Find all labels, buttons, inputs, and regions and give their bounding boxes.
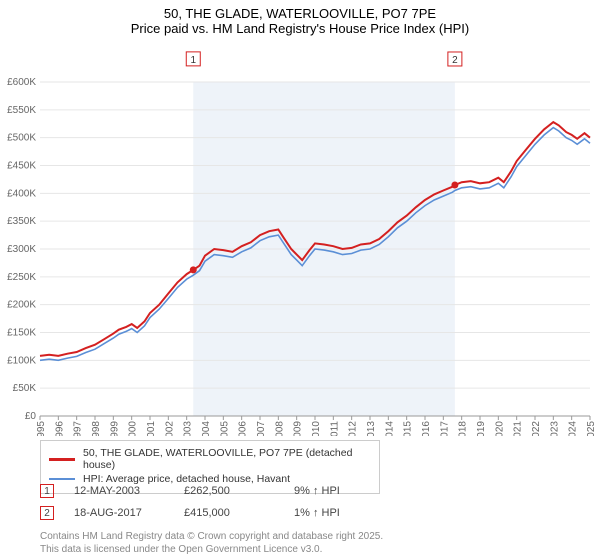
credit-text: Contains HM Land Registry data © Crown c…: [40, 531, 383, 556]
legend-swatch: [49, 478, 75, 480]
x-tick-label: 2016: [421, 421, 432, 436]
price-chart: £0 £50K £100K £150K £200K £250K £300K £350K £400…: [0, 36, 600, 436]
x-tick-label: 2006: [238, 421, 249, 436]
sale-marker-dot: [451, 181, 458, 188]
x-tick-label: 1995: [36, 421, 47, 436]
x-tick-label: 2012: [348, 421, 359, 436]
sale-price: £262,500: [184, 485, 294, 497]
sale-price: £415,000: [184, 507, 294, 519]
sale-date: 12-MAY-2003: [74, 485, 184, 497]
sale-marker-index: 1: [40, 484, 54, 498]
y-tick-label: £50K: [13, 383, 37, 394]
y-tick-label: £250K: [7, 272, 36, 283]
x-tick-label: 2013: [366, 421, 377, 436]
x-tick-label: 2002: [164, 421, 175, 436]
y-tick-label: £600K: [7, 77, 36, 88]
x-tick-label: 1999: [109, 421, 120, 436]
y-tick-label: £300K: [7, 244, 36, 255]
x-tick-label: 2001: [146, 421, 157, 436]
title-block: 50, THE GLADE, WATERLOOVILLE, PO7 7PE Pr…: [0, 0, 600, 36]
x-tick-label: 2011: [329, 421, 340, 436]
legend-item: 50, THE GLADE, WATERLOOVILLE, PO7 7PE (d…: [49, 447, 371, 471]
x-tick-label: 2020: [494, 421, 505, 436]
y-tick-label: £150K: [7, 328, 36, 339]
credit-line2: This data is licensed under the Open Gov…: [40, 544, 383, 557]
x-tick-label: 2022: [531, 421, 542, 436]
x-tick-label: 1996: [54, 421, 65, 436]
x-tick-label: 2010: [311, 421, 322, 436]
x-tick-label: 2004: [201, 421, 212, 436]
x-tick-label: 2015: [403, 421, 414, 436]
x-tick-label: 2019: [476, 421, 487, 436]
y-tick-label: £450K: [7, 161, 36, 172]
y-tick-label: £0: [25, 411, 37, 422]
sale-marker-dot: [190, 266, 197, 273]
x-tick-label: 2023: [549, 421, 560, 436]
title-line2: Price paid vs. HM Land Registry's House …: [0, 21, 600, 36]
chart-container: 50, THE GLADE, WATERLOOVILLE, PO7 7PE Pr…: [0, 0, 600, 560]
x-tick-label: 2007: [256, 421, 267, 436]
sale-diff: 1% ↑ HPI: [294, 507, 384, 519]
legend-swatch: [49, 458, 75, 461]
y-tick-label: £100K: [7, 355, 36, 366]
sale-diff: 9% ↑ HPI: [294, 485, 384, 497]
y-tick-label: £350K: [7, 216, 36, 227]
x-tick-label: 2000: [128, 421, 139, 436]
sale-marker-label: 2: [452, 55, 458, 66]
x-tick-label: 2009: [293, 421, 304, 436]
x-tick-label: 2014: [384, 421, 395, 436]
y-tick-label: £400K: [7, 188, 36, 199]
x-tick-label: 1998: [91, 421, 102, 436]
x-tick-label: 2017: [439, 421, 450, 436]
sale-marker-index: 2: [40, 506, 54, 520]
y-tick-label: £500K: [7, 133, 36, 144]
sale-row: 1 12-MAY-2003£262,5009% ↑ HPI: [40, 484, 384, 498]
credit-line1: Contains HM Land Registry data © Crown c…: [40, 531, 383, 544]
x-tick-label: 2008: [274, 421, 285, 436]
sale-date: 18-AUG-2017: [74, 507, 184, 519]
x-tick-label: 2021: [513, 421, 524, 436]
x-tick-label: 2005: [219, 421, 230, 436]
x-tick-label: 2025: [586, 421, 597, 436]
y-tick-label: £200K: [7, 300, 36, 311]
sale-marker-label: 1: [190, 55, 196, 66]
title-line1: 50, THE GLADE, WATERLOOVILLE, PO7 7PE: [0, 6, 600, 21]
sale-row: 2 18-AUG-2017£415,0001% ↑ HPI: [40, 506, 384, 520]
x-tick-label: 2018: [458, 421, 469, 436]
x-tick-label: 1997: [73, 421, 84, 436]
x-tick-label: 2024: [568, 421, 579, 436]
legend-label: 50, THE GLADE, WATERLOOVILLE, PO7 7PE (d…: [83, 447, 371, 471]
y-tick-label: £550K: [7, 105, 36, 116]
x-tick-label: 2003: [183, 421, 194, 436]
